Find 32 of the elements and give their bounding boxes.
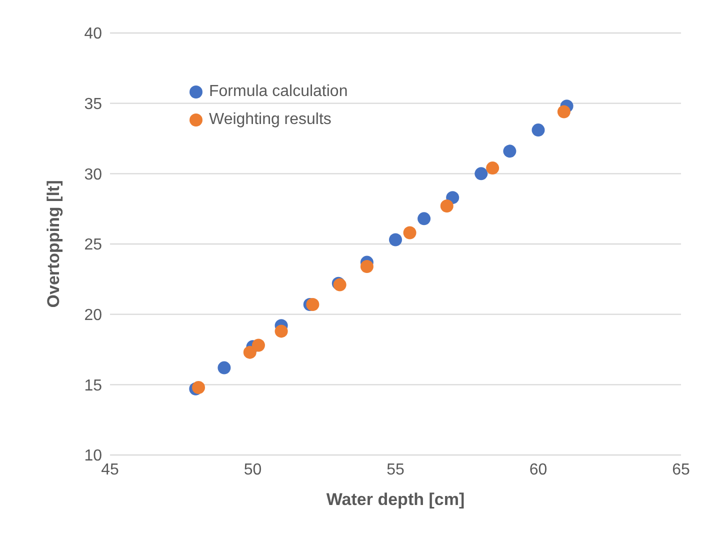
point [440, 200, 454, 213]
legend-label: Formula calculation [209, 82, 348, 102]
y-tick-label: 40 [84, 26, 102, 43]
point [418, 212, 431, 226]
point [503, 144, 516, 158]
x-tick-label: 45 [101, 461, 119, 478]
y-tick-label: 10 [84, 448, 102, 465]
y-axis-title: Overtopping [lt] [44, 180, 64, 308]
point [403, 226, 416, 240]
point [243, 346, 256, 359]
point [192, 380, 206, 394]
point [389, 233, 402, 246]
x-tick-label: 50 [244, 461, 262, 478]
y-tick-label: 35 [84, 96, 102, 114]
legend-label: Weighting results [209, 110, 332, 130]
x-tick-label: 55 [386, 461, 404, 478]
point [306, 298, 320, 311]
point [274, 324, 288, 338]
x-tick-label: 65 [672, 461, 690, 478]
y-tick-label: 15 [84, 377, 102, 394]
y-tick-label: 30 [84, 166, 102, 184]
point [532, 124, 545, 137]
y-tick-label: 25 [84, 236, 102, 254]
point [360, 260, 374, 274]
point [557, 105, 570, 118]
y-tick-label: 20 [84, 307, 102, 324]
point [252, 338, 265, 352]
point [486, 162, 500, 175]
x-axis-title: Water depth [cm] [326, 490, 465, 509]
x-tick-label: 60 [529, 461, 548, 478]
point [218, 361, 231, 374]
point [474, 167, 488, 180]
